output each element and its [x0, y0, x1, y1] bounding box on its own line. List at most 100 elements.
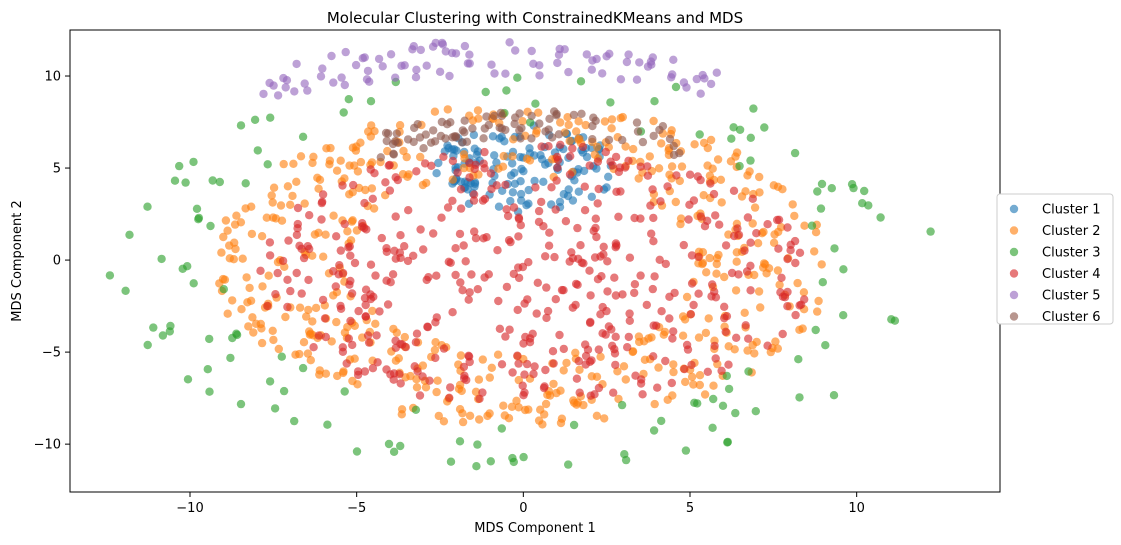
cluster-2-point [268, 198, 277, 207]
cluster-4-point [318, 295, 328, 305]
cluster-4-point [534, 217, 544, 227]
cluster-5-point [445, 71, 454, 81]
cluster-2-point [814, 296, 823, 306]
cluster-4-point [416, 225, 425, 234]
cluster-2-point [682, 292, 692, 302]
cluster-2-point [592, 372, 602, 381]
cluster-4-point [709, 189, 719, 199]
cluster-6-point [388, 139, 398, 149]
cluster-4-point [783, 302, 792, 311]
cluster-4-point [721, 327, 730, 336]
cluster-4-point [336, 246, 345, 255]
cluster-4-point [514, 232, 523, 241]
legend-marker-cluster-3 [1009, 247, 1019, 257]
cluster-4-point [610, 273, 619, 282]
cluster-4-point [348, 340, 357, 350]
cluster-3-point [219, 285, 228, 294]
cluster-4-point [601, 330, 610, 339]
cluster-4-point [493, 246, 502, 255]
cluster-2-point [321, 230, 330, 239]
cluster-4-point [542, 313, 551, 323]
cluster-6-point [429, 126, 438, 135]
cluster-2-point [474, 114, 483, 123]
cluster-2-point [654, 164, 664, 173]
cluster-4-point [646, 201, 655, 210]
cluster-3-point [194, 213, 204, 223]
cluster-4-point [703, 367, 712, 376]
cluster-6-point [516, 134, 525, 143]
cluster-2-point [756, 303, 765, 312]
cluster-2-point [269, 335, 278, 345]
cluster-2-point [443, 105, 452, 114]
cluster-2-point [223, 309, 232, 318]
cluster-4-point [317, 215, 326, 224]
cluster-4-point [497, 360, 507, 369]
cluster-1-point [508, 159, 517, 168]
cluster-1-point [450, 145, 459, 154]
cluster-4-point [524, 258, 533, 267]
cluster-2-point [308, 251, 317, 260]
cluster-4-point [492, 181, 501, 190]
cluster-4-point [404, 206, 413, 215]
cluster-2-point [607, 115, 617, 124]
cluster-2-point [678, 331, 688, 340]
cluster-3-point [472, 462, 481, 471]
cluster-2-point [325, 156, 335, 165]
cluster-2-point [221, 216, 231, 225]
cluster-2-point [319, 252, 328, 261]
cluster-4-point [385, 160, 394, 170]
cluster-3-point [473, 440, 482, 449]
cluster-4-point [360, 367, 370, 376]
cluster-2-point [600, 414, 609, 423]
cluster-4-point [537, 142, 546, 151]
cluster-4-point [679, 240, 688, 250]
cluster-3-point [811, 325, 820, 335]
cluster-2-point [775, 280, 784, 289]
cluster-3-point [298, 132, 308, 141]
cluster-4-point [519, 339, 528, 348]
cluster-4-point [501, 180, 510, 190]
cluster-2-point [613, 367, 622, 376]
cluster-5-point [616, 75, 626, 84]
cluster-4-point [502, 282, 512, 292]
cluster-4-point [551, 205, 560, 214]
cluster-6-point [437, 117, 447, 127]
cluster-4-point [412, 167, 421, 176]
cluster-3-point [253, 146, 262, 155]
cluster-5-point [700, 74, 709, 83]
cluster-4-point [568, 303, 577, 312]
cluster-4-point [293, 224, 302, 233]
cluster-2-point [514, 403, 523, 412]
cluster-2-point [621, 142, 630, 151]
cluster-4-point [544, 142, 553, 151]
cluster-4-point [411, 338, 421, 347]
cluster-3-point [606, 98, 615, 107]
cluster-4-point [599, 250, 608, 259]
cluster-4-point [599, 242, 608, 251]
cluster-2-point [657, 139, 666, 148]
cluster-4-point [523, 295, 532, 304]
cluster-4-point [299, 253, 309, 263]
cluster-2-point [300, 199, 309, 208]
cluster-4-point [650, 272, 659, 281]
cluster-2-point [709, 381, 718, 390]
cluster-2-point [689, 380, 698, 389]
cluster-2-point [800, 221, 809, 230]
cluster-4-point [469, 196, 479, 205]
cluster-4-point [763, 341, 772, 350]
cluster-2-point [579, 400, 588, 410]
cluster-5-point [679, 78, 689, 87]
cluster-3-point [650, 97, 659, 106]
cluster-2-point [281, 312, 290, 322]
cluster-3-point [344, 95, 353, 104]
cluster-4-point [532, 309, 541, 318]
cluster-2-point [563, 113, 572, 122]
cluster-4-point [743, 213, 753, 222]
cluster-5-point [602, 52, 611, 61]
cluster-4-point [623, 343, 632, 352]
cluster-2-point [716, 175, 726, 184]
cluster-3-point [751, 407, 760, 416]
cluster-5-point [363, 66, 373, 76]
cluster-6-point [468, 124, 477, 133]
cluster-3-point [817, 179, 827, 189]
